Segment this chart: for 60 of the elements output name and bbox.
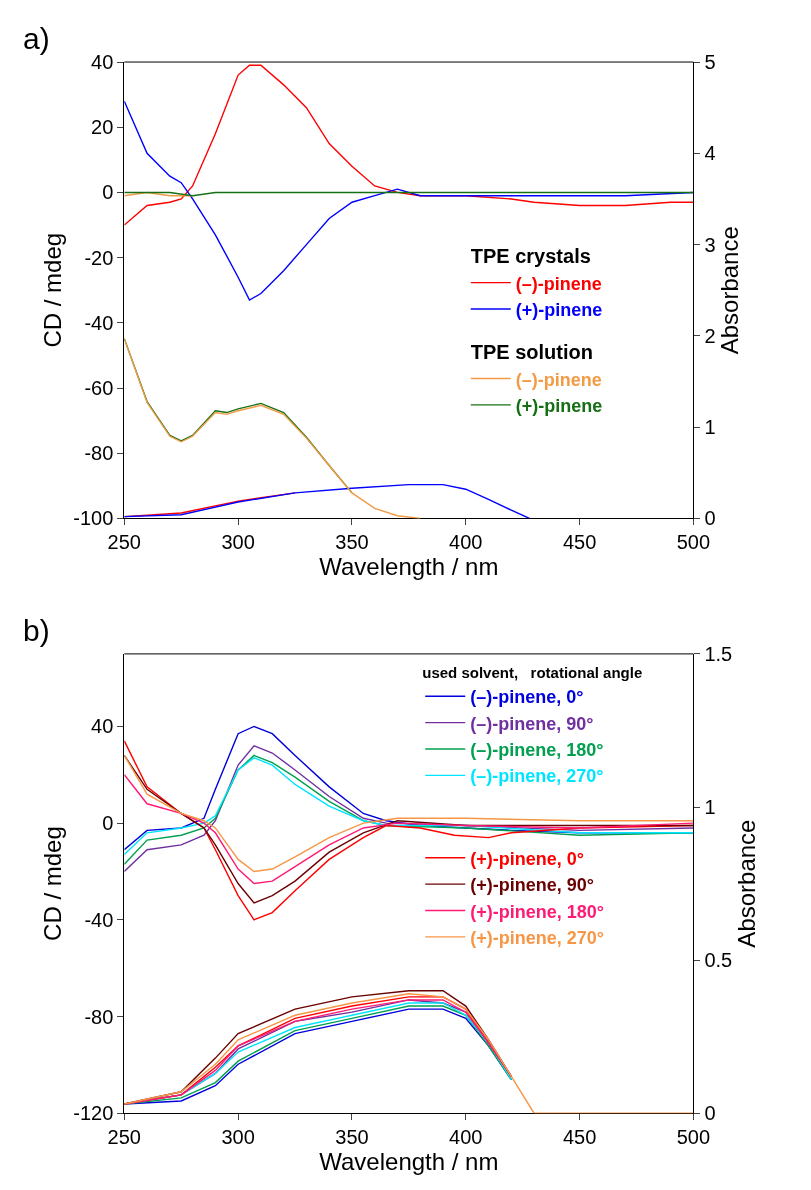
y2-tick-label: 1	[704, 796, 716, 819]
x-tick-label: 400	[449, 1126, 483, 1149]
line-series	[124, 483, 531, 519]
legend-label: (+)-pinene	[515, 300, 603, 321]
y-tick-label: -40	[84, 311, 114, 334]
y-tick-label: 40	[91, 51, 114, 74]
y-tick-label: 20	[91, 116, 114, 139]
y2-tick-label: 0	[704, 507, 716, 530]
y2-tick-label: 2	[704, 324, 716, 347]
legend-label: (+)-pinene, 0°	[470, 848, 584, 869]
legend-label: (–)-pinene, 180°	[470, 740, 604, 760]
y2-tick-label: 1	[704, 416, 716, 439]
y-axis-title: CD / mdeg	[39, 826, 67, 941]
y2-tick-label: 5	[704, 51, 716, 74]
y2-axis-title: Absorbance	[715, 226, 743, 355]
x-tick-label: 500	[676, 531, 711, 554]
x-tick-label: 350	[335, 1126, 369, 1149]
legend-label: (–)-pinene	[515, 273, 602, 294]
annotation: TPE crystals	[470, 244, 591, 267]
legend-label: (+)-pinene, 90°	[470, 875, 594, 896]
y2-tick-label: 0.5	[704, 949, 733, 972]
y2-tick-label: 0	[704, 1102, 716, 1125]
x-tick-label: 450	[562, 531, 597, 554]
y-tick-label: 0	[102, 181, 114, 204]
legend-title: used solvent, rotational angle	[422, 663, 643, 681]
y-tick-label: -20	[84, 246, 114, 269]
y-tick-label: -120	[73, 1102, 114, 1125]
x-tick-label: 300	[221, 531, 255, 554]
y-tick-label: -80	[84, 442, 114, 465]
line-series	[124, 337, 421, 519]
x-tick-label: 250	[107, 1126, 141, 1149]
x-tick-label: 250	[107, 531, 141, 554]
y-axis-title: CD / mdeg	[39, 232, 67, 348]
legend-label: (+)-pinene	[515, 395, 603, 416]
y-tick-label: -80	[84, 1005, 114, 1028]
x-tick-label: 400	[449, 531, 483, 554]
y-tick-label: 40	[91, 715, 114, 738]
x-axis-title: Wavelength / nm	[319, 553, 499, 581]
y2-tick-label: 3	[704, 233, 716, 256]
legend-label: (+)-pinene, 180°	[470, 901, 604, 922]
annotation: TPE solution	[470, 340, 593, 363]
y2-axis-title: Absorbance	[732, 819, 760, 948]
y2-tick-label: 4	[704, 142, 716, 165]
legend-label: (–)-pinene, 90°	[470, 713, 594, 734]
y2-tick-label: 1.5	[704, 642, 733, 665]
legend-label: (+)-pinene, 270°	[470, 927, 604, 948]
legend-label: (–)-pinene, 0°	[470, 687, 584, 708]
legend-label: (–)-pinene, 270°	[470, 766, 604, 787]
y-tick-label: -40	[84, 908, 114, 931]
y-tick-label: -100	[73, 507, 114, 530]
x-tick-label: 500	[676, 1126, 711, 1149]
chart-title: a)	[23, 22, 50, 55]
x-axis-title: Wavelength / nm	[319, 1148, 499, 1176]
legend-label: (–)-pinene	[515, 369, 602, 390]
x-tick-label: 450	[562, 1126, 597, 1149]
x-tick-label: 350	[335, 531, 369, 554]
chart-title: b)	[23, 614, 50, 647]
y-tick-label: 0	[102, 812, 114, 835]
y-tick-label: -60	[84, 377, 114, 400]
x-tick-label: 300	[221, 1126, 255, 1149]
